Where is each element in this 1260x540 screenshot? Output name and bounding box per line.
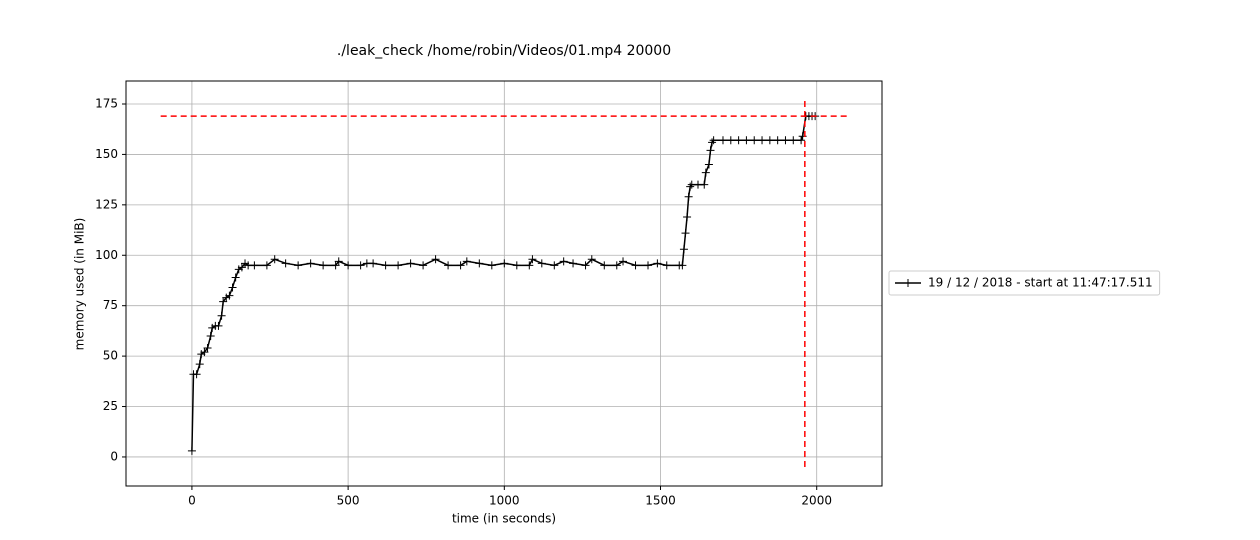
point-marker — [512, 261, 521, 270]
point-marker — [203, 344, 212, 353]
point-marker — [684, 192, 693, 201]
point-marker — [789, 136, 798, 145]
point-marker — [306, 259, 315, 268]
point-marker — [681, 229, 690, 238]
point-marker — [750, 136, 759, 145]
legend-marker — [904, 279, 912, 287]
point-marker — [187, 446, 196, 455]
point-marker — [742, 136, 751, 145]
point-marker — [237, 263, 246, 272]
point-marker — [718, 136, 727, 145]
point-marker — [294, 261, 303, 270]
y-tick-label: 75 — [103, 298, 118, 312]
point-marker — [701, 168, 710, 177]
y-tick-label: 50 — [103, 349, 118, 363]
point-marker — [797, 136, 806, 145]
legend-box — [888, 270, 1161, 296]
point-marker — [734, 136, 743, 145]
point-marker — [219, 297, 228, 306]
point-marker — [231, 273, 240, 282]
point-marker — [228, 283, 237, 292]
point-marker — [334, 257, 343, 266]
point-marker — [262, 261, 271, 270]
point-marker — [192, 370, 201, 379]
x-tick-label: 1500 — [645, 494, 676, 508]
point-marker — [709, 136, 718, 145]
point-marker — [500, 259, 509, 268]
point-marker — [356, 261, 365, 270]
point-marker — [381, 261, 390, 270]
point-marker — [444, 261, 453, 270]
y-tick-label: 100 — [95, 248, 118, 262]
point-marker — [704, 160, 713, 169]
point-marker — [394, 261, 403, 270]
plot-frame — [125, 80, 883, 487]
point-marker — [462, 257, 471, 266]
y-tick-label: 125 — [95, 197, 118, 211]
point-marker — [569, 259, 578, 268]
point-marker — [217, 311, 226, 320]
point-marker — [270, 255, 279, 264]
point-marker — [686, 182, 695, 191]
x-tick-label: 1000 — [489, 494, 520, 508]
point-marker — [679, 245, 688, 254]
x-tick-label: 0 — [188, 494, 196, 508]
point-marker — [644, 261, 653, 270]
point-marker — [587, 255, 596, 264]
point-marker — [619, 257, 628, 266]
point-marker — [431, 255, 440, 264]
point-marker — [781, 136, 790, 145]
point-marker — [758, 136, 767, 145]
point-marker — [537, 259, 546, 268]
point-marker — [559, 257, 568, 266]
point-marker — [206, 331, 215, 340]
x-tick-label: 2000 — [801, 494, 832, 508]
chart-title: ./leak_check /home/robin/Videos/01.mp4 2… — [337, 43, 671, 59]
legend-label: 19 / 12 / 2018 - start at 11:47:17.511 — [928, 276, 1153, 290]
y-axis-label: memory used (in MiB) — [73, 218, 87, 351]
point-marker — [773, 136, 782, 145]
y-tick-label: 175 — [95, 96, 118, 110]
point-marker — [708, 138, 717, 147]
point-marker — [225, 291, 234, 300]
point-marker — [487, 261, 496, 270]
point-marker — [195, 360, 204, 369]
series-line — [191, 115, 816, 451]
point-marker — [765, 136, 774, 145]
point-marker — [550, 261, 559, 270]
point-marker — [600, 261, 609, 270]
point-marker — [678, 261, 687, 270]
point-marker — [475, 259, 484, 268]
point-marker — [612, 261, 621, 270]
point-marker — [662, 261, 671, 270]
point-marker — [456, 261, 465, 270]
point-marker — [250, 261, 259, 270]
y-tick-label: 25 — [103, 399, 118, 413]
point-marker — [319, 261, 328, 270]
point-marker — [525, 261, 534, 270]
point-marker — [344, 261, 353, 270]
legend: 19 / 12 / 2018 - start at 11:47:17.511 — [888, 270, 1161, 296]
point-marker — [406, 259, 415, 268]
point-marker — [369, 259, 378, 268]
point-marker — [214, 321, 223, 330]
point-marker — [419, 261, 428, 270]
point-marker — [653, 259, 662, 268]
x-axis-label: time (in seconds) — [452, 512, 556, 526]
y-tick-label: 150 — [95, 147, 118, 161]
point-marker — [581, 261, 590, 270]
point-marker — [281, 259, 290, 268]
point-marker — [706, 146, 715, 155]
point-marker — [528, 255, 537, 264]
y-tick-label: 0 — [110, 449, 118, 463]
point-marker — [200, 348, 209, 357]
x-tick-label: 500 — [337, 494, 360, 508]
point-marker — [631, 261, 640, 270]
point-marker — [331, 261, 340, 270]
point-marker — [683, 212, 692, 221]
point-marker — [726, 136, 735, 145]
point-marker — [700, 180, 709, 189]
